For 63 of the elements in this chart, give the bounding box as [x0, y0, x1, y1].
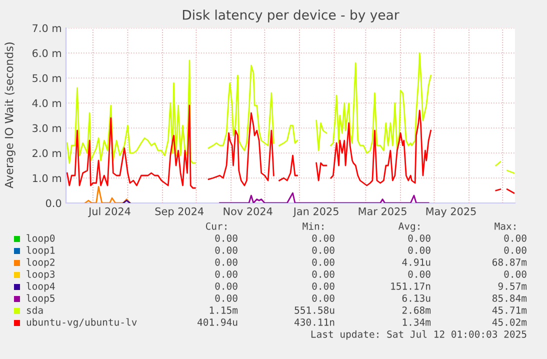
y-tick-label: 1.0 m	[32, 174, 61, 182]
text: 85.84m	[492, 294, 527, 302]
text: 2.68m	[402, 306, 431, 314]
legend-label: loop0	[26, 234, 55, 244]
y-axis-title: Average IO Wait (seconds)	[4, 42, 16, 188]
text: 68.87m	[492, 258, 527, 266]
text: 401.94u	[198, 318, 238, 326]
legend-label: ubuntu-vg/ubuntu-lv	[26, 318, 137, 328]
x-tick-label: Jul 2024	[88, 207, 130, 218]
text: 0.00	[215, 258, 238, 266]
line-series	[84, 186, 131, 203]
y-tick-label: 0.0	[46, 199, 62, 208]
text: 0.00	[312, 234, 334, 242]
chart-title: Disk latency per device - by year	[182, 10, 400, 22]
text: 0.00	[312, 258, 334, 266]
legend-label: loop3	[26, 270, 55, 280]
text: Cur:	[206, 222, 226, 230]
legend-label: loop5	[26, 294, 54, 304]
text: 0.00	[408, 246, 430, 254]
text: 0.00	[504, 270, 526, 278]
text: 0.00	[215, 234, 238, 242]
text: 0.00	[312, 294, 334, 302]
x-tick-label: Mar 2025	[358, 207, 406, 216]
text: 0.00	[504, 246, 526, 254]
text: 0.00	[312, 246, 334, 254]
text: 0.00	[408, 270, 430, 278]
y-tick-label: 3.0 m	[32, 124, 61, 132]
y-tick-label: 5.0 m	[32, 74, 61, 82]
legend-label: loop2	[26, 258, 54, 268]
text: Avg:	[398, 222, 420, 232]
text: 6.13u	[402, 294, 430, 302]
text: 1.15m	[210, 306, 238, 314]
y-tick-label: 4.0 m	[32, 99, 61, 108]
text: 0.00	[215, 294, 238, 302]
text: 0.00	[408, 234, 430, 242]
text: 45.71m	[492, 306, 527, 314]
legend-label: sda	[27, 306, 43, 314]
x-tick-label: Nov 2024	[224, 207, 272, 216]
text: 551.58u	[294, 306, 334, 314]
y-tick-label: 2.0 m	[32, 149, 61, 158]
text: 0.00	[504, 234, 526, 242]
y-tick-label: 7.0 m	[32, 24, 61, 32]
x-tick-label: Jan 2025	[292, 207, 338, 218]
text: 45.02m	[492, 318, 527, 326]
text: Min:	[302, 222, 324, 230]
text: 9.57m	[498, 282, 527, 290]
x-tick-label: Sep 2024	[155, 207, 204, 218]
legend-label: loop1	[26, 246, 55, 256]
text: 0.00	[215, 246, 238, 254]
text: 0.00	[312, 270, 334, 278]
text: Last update: Sat Jul 12 01:00:03 2025	[311, 330, 526, 340]
text: 430.11n	[294, 318, 334, 326]
text: 1.34m	[402, 318, 431, 326]
text: 4.91u	[402, 258, 430, 266]
text: Max:	[494, 222, 516, 230]
x-tick-label: May 2025	[426, 207, 476, 218]
legend-label: loop4	[26, 282, 55, 292]
line-series	[219, 192, 430, 203]
text: 0.00	[215, 270, 238, 278]
y-tick-label: 6.0 m	[32, 49, 61, 58]
text: 0.00	[312, 282, 334, 290]
text: 151.17n	[391, 282, 430, 290]
text: 0.00	[215, 282, 238, 290]
